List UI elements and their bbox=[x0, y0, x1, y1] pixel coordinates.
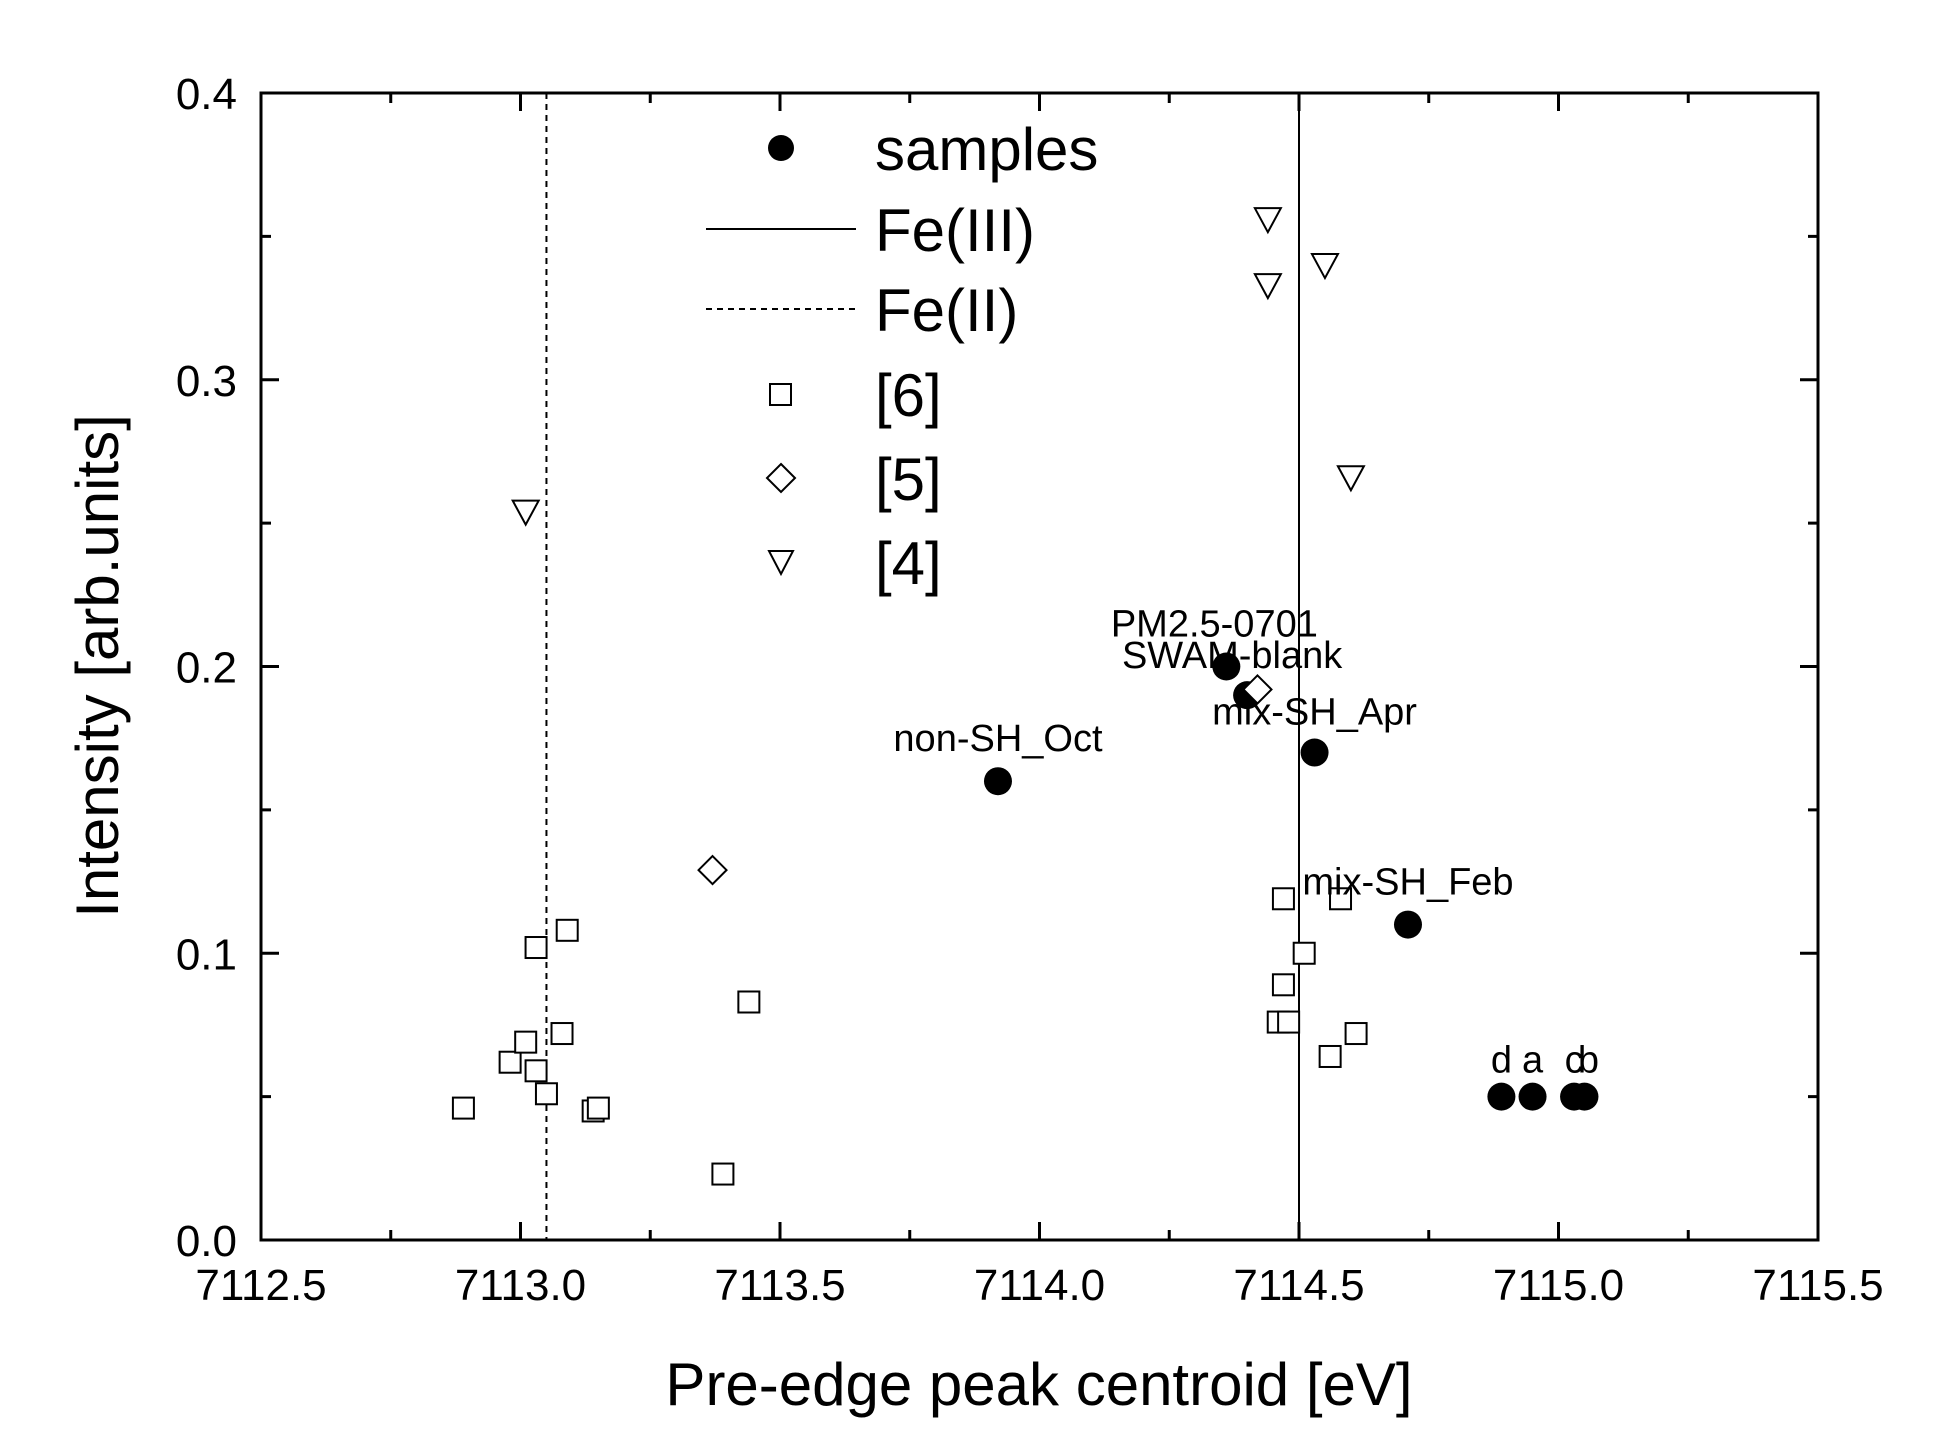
y-axis-title: Intensity [arb.units] bbox=[64, 414, 131, 918]
y-tick-label: 0.2 bbox=[176, 644, 237, 693]
y-tick-label: 0.0 bbox=[176, 1217, 237, 1266]
point-label: mix-SH_Apr bbox=[1212, 692, 1417, 734]
point-label: a bbox=[1522, 1040, 1544, 1082]
sample-point bbox=[983, 767, 1012, 796]
legend-marker-ref5 bbox=[765, 462, 797, 494]
ref6-point bbox=[514, 1030, 538, 1054]
point-label: mix-SH_Feb bbox=[1302, 862, 1513, 904]
ref6-point bbox=[1271, 973, 1295, 997]
ref6-point bbox=[524, 936, 548, 960]
x-tick-label: 7114.0 bbox=[974, 1261, 1105, 1310]
legend-label-samples: samples bbox=[875, 116, 1098, 183]
ref4-point bbox=[1336, 465, 1366, 493]
legend-marker-ref6 bbox=[769, 383, 792, 406]
point-label: non-SH_Oct bbox=[893, 718, 1103, 760]
x-tick-label: 7113.5 bbox=[714, 1261, 845, 1310]
ref6-point bbox=[451, 1096, 475, 1120]
x-tick-label: 7112.5 bbox=[195, 1261, 326, 1310]
sample-point bbox=[1300, 738, 1329, 767]
ref6-point bbox=[534, 1082, 558, 1106]
y-tick-label: 0.3 bbox=[176, 357, 237, 406]
sample-point bbox=[1487, 1082, 1516, 1111]
data-points bbox=[451, 207, 1599, 1186]
ref6-point bbox=[550, 1022, 574, 1046]
sample-point bbox=[1393, 910, 1422, 939]
sample-point bbox=[1570, 1082, 1599, 1111]
ref6-point bbox=[524, 1059, 548, 1083]
y-tick-label: 0.1 bbox=[176, 930, 237, 979]
ref6-point bbox=[586, 1096, 610, 1120]
ref6-point bbox=[711, 1162, 735, 1186]
ref4-point bbox=[511, 499, 541, 527]
x-tick-label: 7114.5 bbox=[1233, 1261, 1364, 1310]
x-tick-label: 7115.0 bbox=[1493, 1261, 1624, 1310]
point-label: d bbox=[1491, 1040, 1512, 1082]
legend-label-ref6: [6] bbox=[875, 362, 942, 429]
ref6-point bbox=[737, 990, 761, 1014]
legend-label-ref4: [4] bbox=[875, 530, 942, 597]
ref6-point bbox=[555, 918, 579, 942]
ref6-point bbox=[1344, 1022, 1368, 1046]
ref6-point bbox=[1329, 887, 1353, 911]
sample-point bbox=[1518, 1082, 1547, 1111]
legend-marker-samples bbox=[768, 135, 794, 161]
y-tick-label: 0.4 bbox=[176, 70, 237, 119]
point-label: PM2.5-0701 bbox=[1111, 604, 1318, 646]
ref5-point bbox=[697, 854, 728, 886]
legend-label-fe3: Fe(III) bbox=[875, 197, 1035, 264]
ref4-point bbox=[1310, 253, 1340, 281]
legend: samples Fe(III) Fe(II) [6] [5] [4] bbox=[706, 116, 1098, 597]
legend-marker-ref4 bbox=[767, 550, 795, 577]
ref6-point bbox=[1292, 941, 1316, 965]
x-tick-label: 7113.0 bbox=[455, 1261, 586, 1310]
point-label: SWAM-blank bbox=[1122, 635, 1343, 677]
legend-label-ref5: [5] bbox=[875, 446, 942, 513]
ref6-point bbox=[1277, 1010, 1301, 1034]
x-tick-label: 7115.5 bbox=[1752, 1261, 1883, 1310]
ref6-point bbox=[1318, 1044, 1342, 1068]
ref6-point bbox=[1271, 887, 1295, 911]
tick-labels: 7112.5 7113.0 7113.5 7114.0 7114.5 7115.0 7115… bbox=[176, 70, 1884, 1310]
legend-label-fe2: Fe(II) bbox=[875, 277, 1018, 344]
axis-ticks bbox=[259, 91, 1820, 1242]
ref4-point bbox=[1253, 273, 1283, 301]
sample-point bbox=[1212, 652, 1241, 681]
point-label: c bbox=[1565, 1040, 1584, 1082]
ref6-point bbox=[498, 1050, 522, 1074]
point-label: b bbox=[1578, 1040, 1599, 1082]
x-axis-title: Pre-edge peak centroid [eV] bbox=[665, 1351, 1412, 1418]
ref5-point bbox=[1242, 674, 1273, 705]
reference-lines bbox=[545, 93, 1300, 1240]
ref4-point bbox=[1253, 207, 1283, 235]
